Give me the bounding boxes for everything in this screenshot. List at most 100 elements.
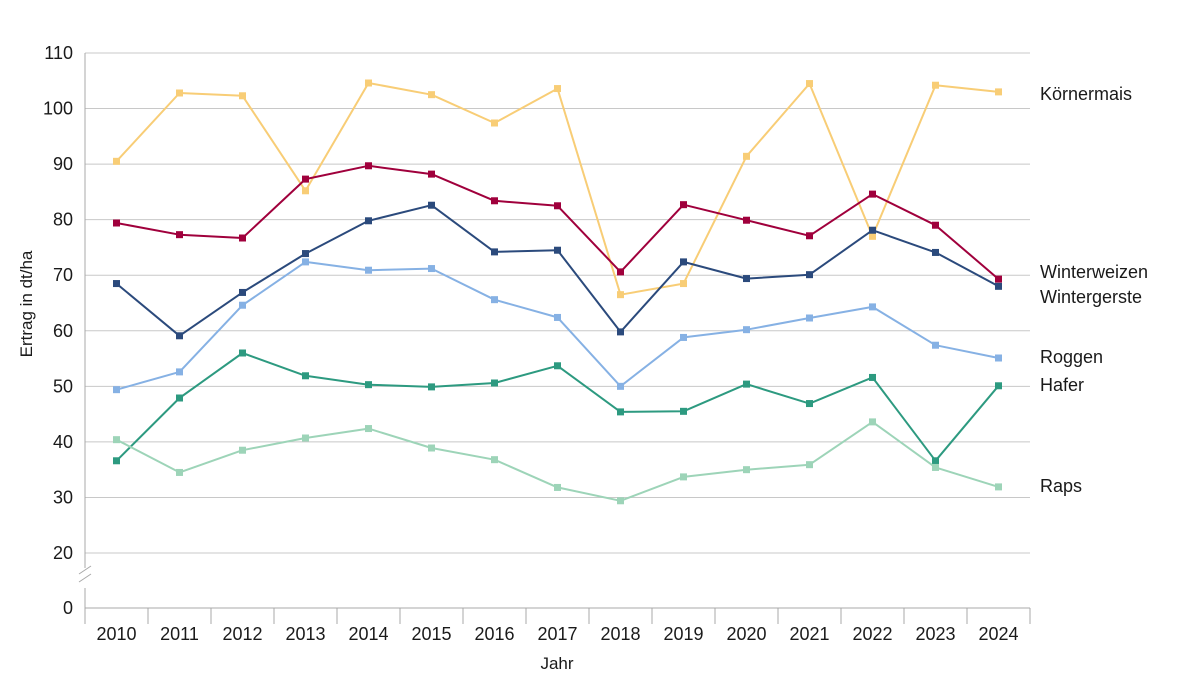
data-point (932, 221, 939, 229)
data-point (239, 234, 246, 242)
data-point (743, 152, 750, 160)
series-winterweizen (113, 162, 1002, 283)
data-point (743, 216, 750, 224)
data-point (491, 197, 498, 205)
data-point (365, 217, 372, 225)
series-label: Körnermais (1040, 84, 1132, 104)
y-tick-label: 30 (53, 487, 73, 507)
data-point (806, 400, 813, 408)
series-label: Wintergerste (1040, 287, 1142, 307)
data-point (995, 282, 1002, 290)
x-tick-label: 2019 (663, 624, 703, 644)
data-point (932, 457, 939, 465)
axis-break-mark (78, 573, 92, 583)
axes (78, 53, 1031, 624)
x-tick-label: 2010 (96, 624, 136, 644)
data-point (365, 162, 372, 170)
x-tick-label: 2017 (537, 624, 577, 644)
x-tick-label: 2011 (160, 624, 199, 644)
data-point (932, 81, 939, 89)
series-label: Raps (1040, 476, 1082, 496)
data-point (113, 436, 120, 444)
data-point (554, 246, 561, 254)
data-point (428, 201, 435, 209)
data-point (428, 91, 435, 99)
data-point (869, 232, 876, 240)
data-point (680, 201, 687, 209)
data-point (491, 296, 498, 304)
data-point (995, 483, 1002, 491)
data-point (302, 250, 309, 258)
series-line (116, 260, 999, 391)
data-point (491, 119, 498, 127)
series-körnermais (113, 79, 1002, 299)
x-tick-label: 2021 (789, 624, 829, 644)
y-tick-label: 40 (53, 432, 73, 452)
data-point (554, 483, 561, 491)
data-point (302, 434, 309, 442)
data-point (176, 368, 183, 376)
x-tick-label: 2022 (852, 624, 892, 644)
data-point (302, 175, 309, 183)
y-axis-title: Ertrag in dt/ha (17, 250, 36, 357)
data-point (302, 372, 309, 380)
data-point (365, 79, 372, 87)
data-point (491, 248, 498, 256)
data-point (869, 418, 876, 426)
data-point (239, 446, 246, 454)
data-point (617, 291, 624, 299)
data-point (554, 85, 561, 93)
data-point (113, 457, 120, 465)
data-point (680, 473, 687, 481)
y-tick-label: 90 (53, 154, 73, 174)
data-point (554, 313, 561, 321)
x-tick-label: 2024 (978, 624, 1018, 644)
data-point (680, 407, 687, 415)
data-point (617, 268, 624, 276)
data-point (932, 463, 939, 471)
y-tick-label-zero: 0 (63, 598, 73, 618)
y-tick-label: 110 (44, 43, 73, 63)
data-point (743, 275, 750, 283)
data-point (239, 288, 246, 296)
data-point (113, 386, 120, 394)
data-point (113, 219, 120, 227)
data-point (743, 380, 750, 388)
y-tick-label: 80 (53, 210, 73, 230)
gridlines (85, 52, 1030, 554)
y-tick-label: 70 (53, 265, 73, 285)
data-point (176, 394, 183, 402)
data-point (869, 226, 876, 234)
data-point (806, 271, 813, 279)
data-point (113, 280, 120, 288)
data-point (428, 265, 435, 273)
x-tick-label: 2023 (915, 624, 955, 644)
data-point (428, 170, 435, 178)
data-point (743, 466, 750, 474)
series-label: Roggen (1040, 347, 1103, 367)
y-tick-label: 20 (53, 543, 73, 563)
x-tick-label: 2015 (411, 624, 451, 644)
series-label: Winterweizen (1040, 262, 1148, 282)
data-point (617, 382, 624, 390)
data-point (113, 157, 120, 165)
data-point (302, 258, 309, 266)
data-point (176, 332, 183, 340)
data-point (239, 301, 246, 309)
x-tick-label: 2016 (474, 624, 514, 644)
data-point (176, 468, 183, 476)
data-point (428, 383, 435, 391)
series-label: Hafer (1040, 375, 1084, 395)
data-point (680, 280, 687, 288)
x-tick-label: 2012 (222, 624, 262, 644)
data-point (806, 314, 813, 322)
data-point (239, 92, 246, 100)
series-roggen (113, 258, 1002, 394)
x-tick-label: 2014 (348, 624, 388, 644)
data-point (806, 461, 813, 469)
labels: 20 30 40 50 60 70 80 90 100 110 0 2010 2011 2012 2013 2… (43, 43, 1148, 644)
data-point (995, 88, 1002, 96)
data-point (869, 373, 876, 381)
x-tick-label: 2018 (600, 624, 640, 644)
data-point (491, 456, 498, 464)
